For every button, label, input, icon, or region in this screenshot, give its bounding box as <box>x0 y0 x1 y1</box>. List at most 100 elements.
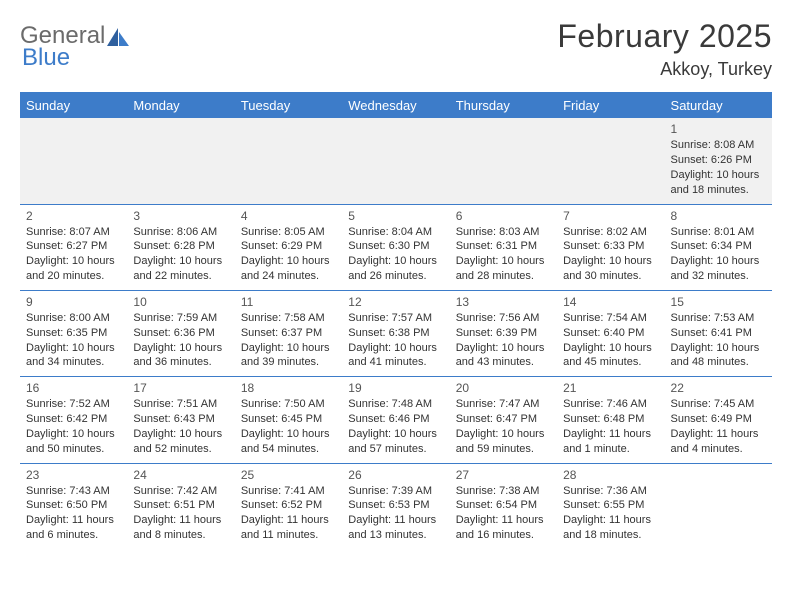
day-number: 6 <box>456 209 551 223</box>
day-cell <box>235 118 342 204</box>
daylight-text: Daylight: 10 hours <box>348 427 443 442</box>
daylight-text: Daylight: 10 hours <box>241 427 336 442</box>
day-number: 28 <box>563 468 658 482</box>
sunset-text: Sunset: 6:43 PM <box>133 412 228 427</box>
day-cell: 12Sunrise: 7:57 AMSunset: 6:38 PMDayligh… <box>342 290 449 376</box>
day-number: 8 <box>671 209 766 223</box>
daylight-text: and 11 minutes. <box>241 528 336 543</box>
day-number: 10 <box>133 295 228 309</box>
daylight-text: Daylight: 10 hours <box>456 254 551 269</box>
sunrise-text: Sunrise: 7:45 AM <box>671 397 766 412</box>
daylight-text: Daylight: 10 hours <box>26 254 121 269</box>
day-cell: 16Sunrise: 7:52 AMSunset: 6:42 PMDayligh… <box>20 377 127 463</box>
sunrise-text: Sunrise: 8:05 AM <box>241 225 336 240</box>
sunrise-text: Sunrise: 7:57 AM <box>348 311 443 326</box>
sunrise-text: Sunrise: 8:04 AM <box>348 225 443 240</box>
sunrise-text: Sunrise: 7:39 AM <box>348 484 443 499</box>
sunrise-text: Sunrise: 7:50 AM <box>241 397 336 412</box>
daylight-text: and 16 minutes. <box>456 528 551 543</box>
day-cell: 2Sunrise: 8:07 AMSunset: 6:27 PMDaylight… <box>20 204 127 290</box>
day-cell: 27Sunrise: 7:38 AMSunset: 6:54 PMDayligh… <box>450 463 557 549</box>
daylight-text: Daylight: 10 hours <box>456 341 551 356</box>
day-cell <box>665 463 772 549</box>
page-subtitle: Akkoy, Turkey <box>557 59 772 80</box>
sunrise-text: Sunrise: 7:38 AM <box>456 484 551 499</box>
sunrise-text: Sunrise: 8:06 AM <box>133 225 228 240</box>
week-row: 1Sunrise: 8:08 AMSunset: 6:26 PMDaylight… <box>20 118 772 204</box>
daylight-text: Daylight: 10 hours <box>26 427 121 442</box>
day-cell: 25Sunrise: 7:41 AMSunset: 6:52 PMDayligh… <box>235 463 342 549</box>
sunrise-text: Sunrise: 8:00 AM <box>26 311 121 326</box>
sunset-text: Sunset: 6:26 PM <box>671 153 766 168</box>
sunrise-text: Sunrise: 7:42 AM <box>133 484 228 499</box>
sunset-text: Sunset: 6:48 PM <box>563 412 658 427</box>
calendar-table: SundayMondayTuesdayWednesdayThursdayFrid… <box>20 92 772 549</box>
daylight-text: and 8 minutes. <box>133 528 228 543</box>
day-cell: 4Sunrise: 8:05 AMSunset: 6:29 PMDaylight… <box>235 204 342 290</box>
week-row: 9Sunrise: 8:00 AMSunset: 6:35 PMDaylight… <box>20 290 772 376</box>
day-cell <box>342 118 449 204</box>
day-number: 9 <box>26 295 121 309</box>
day-cell: 24Sunrise: 7:42 AMSunset: 6:51 PMDayligh… <box>127 463 234 549</box>
sunset-text: Sunset: 6:30 PM <box>348 239 443 254</box>
daylight-text: and 4 minutes. <box>671 442 766 457</box>
daylight-text: and 50 minutes. <box>26 442 121 457</box>
daylight-text: Daylight: 11 hours <box>348 513 443 528</box>
sail-icon <box>107 25 129 43</box>
daylight-text: and 18 minutes. <box>671 183 766 198</box>
sunrise-text: Sunrise: 7:59 AM <box>133 311 228 326</box>
sunrise-text: Sunrise: 7:54 AM <box>563 311 658 326</box>
daylight-text: Daylight: 10 hours <box>133 341 228 356</box>
day-cell: 13Sunrise: 7:56 AMSunset: 6:39 PMDayligh… <box>450 290 557 376</box>
daylight-text: and 52 minutes. <box>133 442 228 457</box>
day-header: Wednesday <box>342 93 449 119</box>
daylight-text: Daylight: 10 hours <box>563 341 658 356</box>
day-number: 12 <box>348 295 443 309</box>
daylight-text: and 59 minutes. <box>456 442 551 457</box>
day-cell: 9Sunrise: 8:00 AMSunset: 6:35 PMDaylight… <box>20 290 127 376</box>
day-cell: 20Sunrise: 7:47 AMSunset: 6:47 PMDayligh… <box>450 377 557 463</box>
day-header: Saturday <box>665 93 772 119</box>
sunset-text: Sunset: 6:51 PM <box>133 498 228 513</box>
daylight-text: and 28 minutes. <box>456 269 551 284</box>
sunset-text: Sunset: 6:50 PM <box>26 498 121 513</box>
daylight-text: Daylight: 11 hours <box>563 427 658 442</box>
daylight-text: Daylight: 10 hours <box>348 254 443 269</box>
day-cell <box>20 118 127 204</box>
daylight-text: Daylight: 10 hours <box>348 341 443 356</box>
daylight-text: and 30 minutes. <box>563 269 658 284</box>
day-cell <box>557 118 664 204</box>
day-cell: 1Sunrise: 8:08 AMSunset: 6:26 PMDaylight… <box>665 118 772 204</box>
week-row: 23Sunrise: 7:43 AMSunset: 6:50 PMDayligh… <box>20 463 772 549</box>
day-number: 15 <box>671 295 766 309</box>
day-cell: 6Sunrise: 8:03 AMSunset: 6:31 PMDaylight… <box>450 204 557 290</box>
day-number: 5 <box>348 209 443 223</box>
day-cell: 3Sunrise: 8:06 AMSunset: 6:28 PMDaylight… <box>127 204 234 290</box>
sunset-text: Sunset: 6:34 PM <box>671 239 766 254</box>
day-cell: 15Sunrise: 7:53 AMSunset: 6:41 PMDayligh… <box>665 290 772 376</box>
day-number: 18 <box>241 381 336 395</box>
sunrise-text: Sunrise: 8:07 AM <box>26 225 121 240</box>
sunrise-text: Sunrise: 7:46 AM <box>563 397 658 412</box>
daylight-text: and 39 minutes. <box>241 355 336 370</box>
sunset-text: Sunset: 6:31 PM <box>456 239 551 254</box>
daylight-text: Daylight: 10 hours <box>133 254 228 269</box>
daylight-text: Daylight: 10 hours <box>671 168 766 183</box>
title-block: February 2025 Akkoy, Turkey <box>557 18 772 80</box>
daylight-text: and 1 minute. <box>563 442 658 457</box>
day-number: 14 <box>563 295 658 309</box>
day-header: Tuesday <box>235 93 342 119</box>
daylight-text: and 48 minutes. <box>671 355 766 370</box>
daylight-text: and 32 minutes. <box>671 269 766 284</box>
day-number: 27 <box>456 468 551 482</box>
calendar-body: 1Sunrise: 8:08 AMSunset: 6:26 PMDaylight… <box>20 118 772 549</box>
sunrise-text: Sunrise: 7:43 AM <box>26 484 121 499</box>
day-cell: 8Sunrise: 8:01 AMSunset: 6:34 PMDaylight… <box>665 204 772 290</box>
daylight-text: and 43 minutes. <box>456 355 551 370</box>
brand-text-blue: Blue <box>22 44 70 71</box>
day-number: 4 <box>241 209 336 223</box>
day-cell: 10Sunrise: 7:59 AMSunset: 6:36 PMDayligh… <box>127 290 234 376</box>
sunset-text: Sunset: 6:47 PM <box>456 412 551 427</box>
day-cell: 7Sunrise: 8:02 AMSunset: 6:33 PMDaylight… <box>557 204 664 290</box>
header: General February 2025 Akkoy, Turkey <box>20 18 772 80</box>
